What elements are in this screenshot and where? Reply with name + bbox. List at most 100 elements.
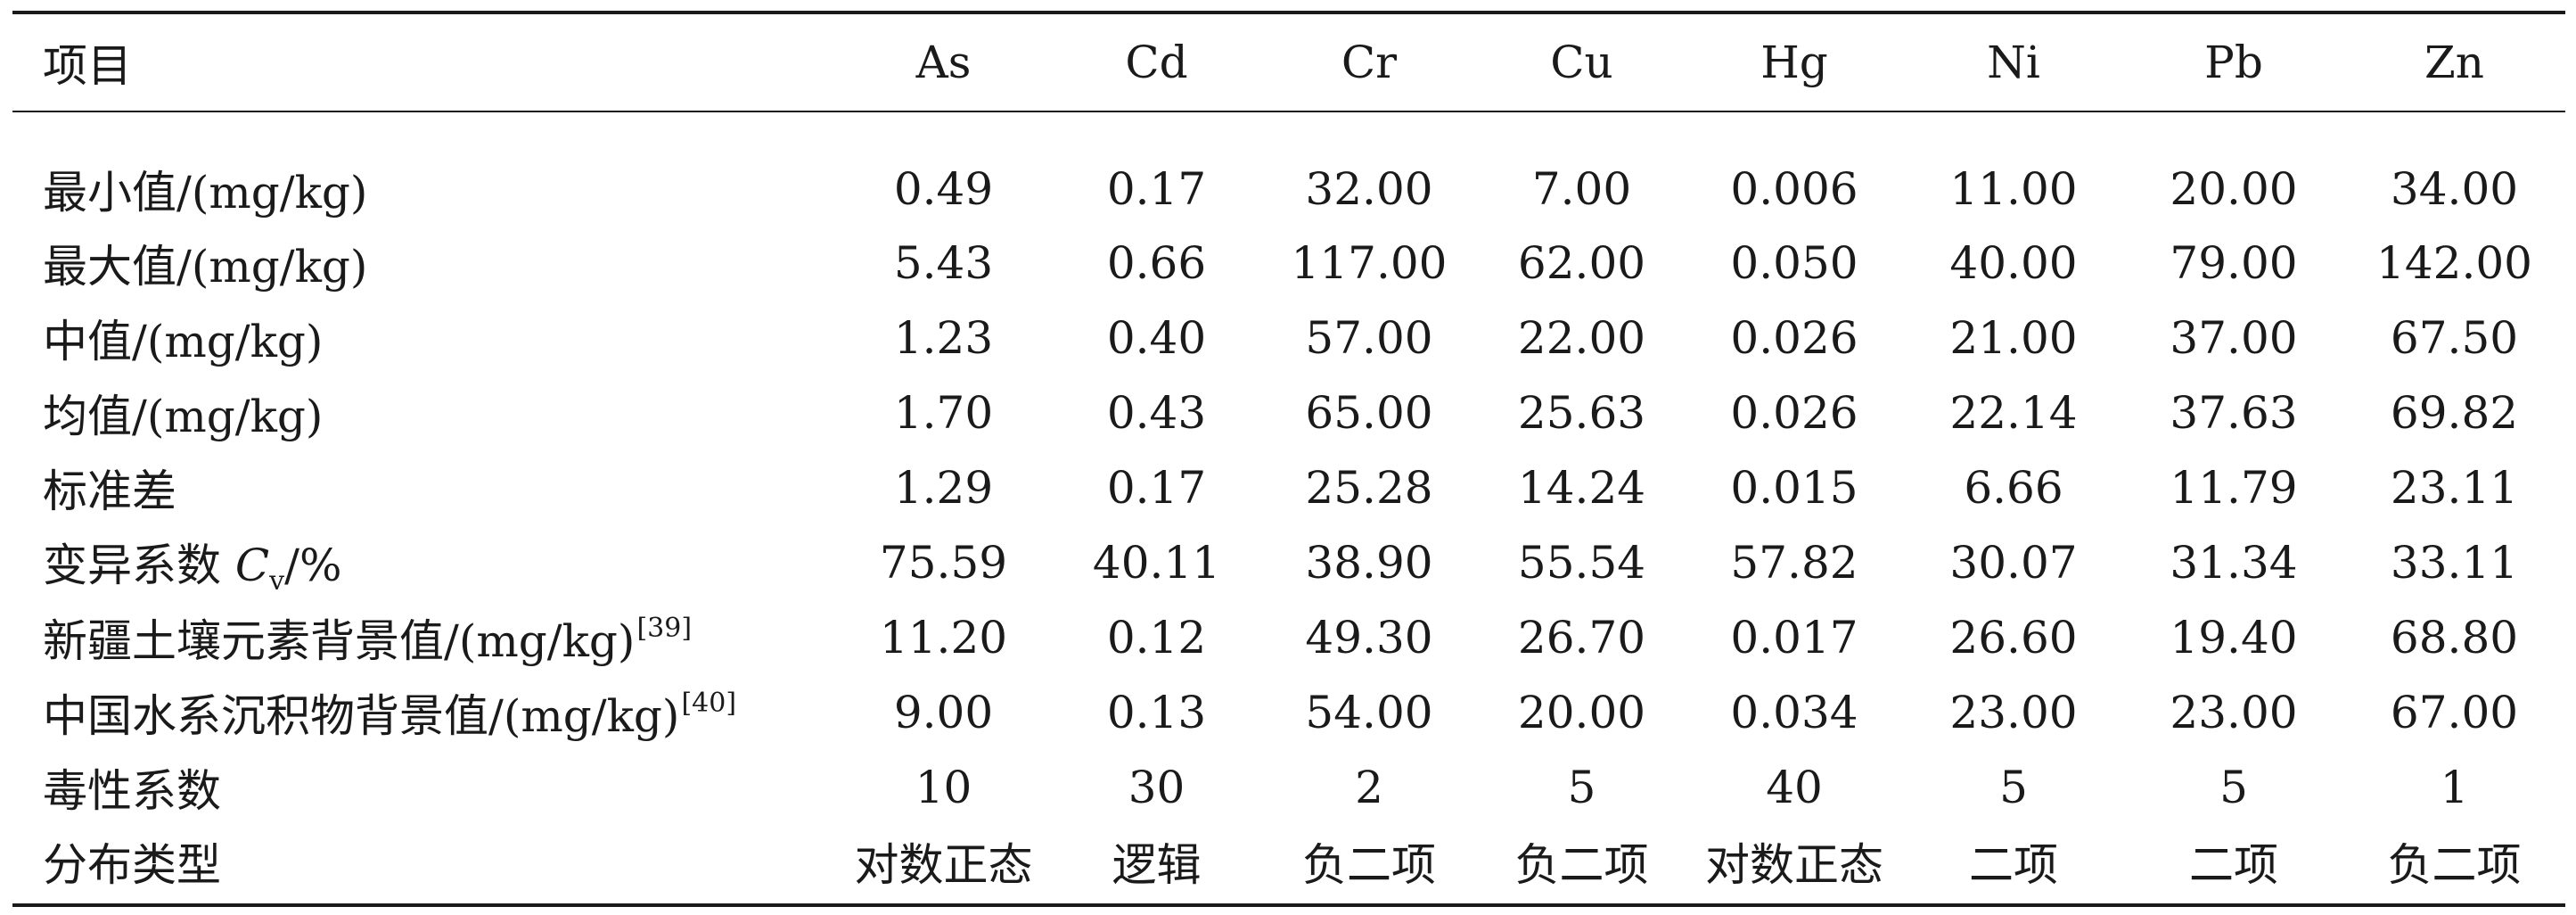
table-cell: 5.43 <box>893 237 994 289</box>
row-label-text: 中国水系沉积物背景值/(mg/kg) <box>43 690 680 742</box>
statistics-table: 项目 As Cd Cr Cu Hg Ni Pb Zn 最小值/(mg/kg) 0.… <box>12 11 2565 907</box>
row-label: 变异系数 Cv/% <box>12 525 834 600</box>
table-row-mean: 均值/(mg/kg) 1.70 0.43 65.00 25.63 0.026 22.14 37… <box>12 375 2565 450</box>
header-cr: Cr <box>1260 12 1478 112</box>
table-cell: 26.60 <box>1949 612 2078 664</box>
table-row-median: 中值/(mg/kg) 1.23 0.40 57.00 22.00 0.026 21.00 37… <box>12 301 2565 375</box>
table-cell: 40.00 <box>1949 237 2078 289</box>
row-label: 中值/(mg/kg) <box>12 301 834 375</box>
table-cell: 5 <box>1999 762 2028 813</box>
table-cell: 23.00 <box>2170 687 2298 738</box>
table-row-xinjiang-background: 新疆土壤元素背景值/(mg/kg)[39] 11.20 0.12 49.30 26.70… <box>12 600 2565 675</box>
table-cell: 0.026 <box>1730 387 1858 439</box>
row-label: 最小值/(mg/kg) <box>12 111 834 226</box>
table-cell: 23.00 <box>1949 687 2078 738</box>
table-cell: 62.00 <box>1517 237 1646 289</box>
table-cell: 负二项 <box>2387 839 2522 891</box>
row-label: 新疆土壤元素背景值/(mg/kg)[39] <box>12 600 834 675</box>
table-cell: 142.00 <box>2376 237 2532 289</box>
row-label-text: 最小值/(mg/kg) <box>43 166 368 218</box>
table-cell: 67.50 <box>2390 312 2519 364</box>
row-label-text: 最大值/(mg/kg) <box>43 241 368 293</box>
table-cell: 14.24 <box>1517 462 1646 514</box>
row-label-text: 中值/(mg/kg) <box>43 316 324 367</box>
table-cell: 31.34 <box>2170 537 2298 589</box>
header-ni: Ni <box>1903 12 2124 112</box>
cv-symbol: C <box>234 539 270 591</box>
table-cell: 22.00 <box>1517 312 1646 364</box>
table-cell: 对数正态 <box>1705 839 1883 891</box>
header-cd: Cd <box>1053 12 1260 112</box>
table-cell: 0.17 <box>1106 462 1207 514</box>
table-cell: 32.00 <box>1305 162 1433 215</box>
table-cell: 9.00 <box>893 687 994 738</box>
citation-ref: [40] <box>681 688 737 719</box>
table-cell: 负二项 <box>1302 839 1436 891</box>
header-item: 项目 <box>12 12 834 112</box>
row-label-text: 标准差 <box>43 466 176 517</box>
header-cu: Cu <box>1478 12 1686 112</box>
table-cell: 0.43 <box>1106 387 1207 439</box>
header-hg: Hg <box>1686 12 1903 112</box>
table-cell: 0.026 <box>1730 312 1858 364</box>
header-zn: Zn <box>2343 12 2565 112</box>
table-row-china-sediment-background: 中国水系沉积物背景值/(mg/kg)[40] 9.00 0.13 54.00 20.00… <box>12 675 2565 750</box>
table-cell: 37.00 <box>2170 312 2298 364</box>
row-label-text: 变异系数 <box>43 539 235 591</box>
table-cell: 1.23 <box>893 312 994 364</box>
table-cell: 40 <box>1766 762 1823 813</box>
table-cell: 0.017 <box>1730 612 1858 664</box>
table-cell: 30 <box>1128 762 1185 813</box>
row-label: 均值/(mg/kg) <box>12 375 834 450</box>
header-pb: Pb <box>2124 12 2343 112</box>
table-cell: 30.07 <box>1949 537 2078 589</box>
row-label-text: 均值/(mg/kg) <box>43 391 324 442</box>
table-cell: 55.54 <box>1517 537 1646 589</box>
table-cell: 25.63 <box>1517 387 1646 439</box>
table-cell: 69.82 <box>2390 387 2519 439</box>
table-cell: 11.79 <box>2170 462 2298 514</box>
table-cell: 49.30 <box>1305 612 1433 664</box>
table-cell: 79.00 <box>2170 237 2298 289</box>
table-cell: 57.00 <box>1305 312 1433 364</box>
table-cell: 0.66 <box>1106 237 1207 289</box>
table-cell: 5 <box>1567 762 1596 813</box>
row-label-text: 新疆土壤元素背景值/(mg/kg) <box>43 615 636 667</box>
table-cell: 0.015 <box>1730 462 1858 514</box>
table-cell: 2 <box>1355 762 1383 813</box>
table-cell: 25.28 <box>1305 462 1433 514</box>
table-cell: 117.00 <box>1291 237 1448 289</box>
table-row-std-dev: 标准差 1.29 0.17 25.28 14.24 0.015 6.66 11.79 23.11 <box>12 450 2565 525</box>
table-cell: 34.00 <box>2390 162 2519 215</box>
table-cell: 26.70 <box>1517 612 1646 664</box>
row-label: 最大值/(mg/kg) <box>12 226 834 301</box>
table-cell: 10 <box>915 762 972 813</box>
table-cell: 75.59 <box>879 537 1008 589</box>
table-row-min: 最小值/(mg/kg) 0.49 0.17 32.00 7.00 0.006 11.00 20… <box>12 111 2565 226</box>
table-cell: 1.29 <box>893 462 994 514</box>
table-cell: 二项 <box>1969 839 2058 891</box>
table-body: 最小值/(mg/kg) 0.49 0.17 32.00 7.00 0.006 11.00 20… <box>12 111 2565 905</box>
row-label: 中国水系沉积物背景值/(mg/kg)[40] <box>12 675 834 750</box>
table-cell: 67.00 <box>2390 687 2519 738</box>
table-cell: 0.40 <box>1106 312 1207 364</box>
table-cell: 0.12 <box>1106 612 1207 664</box>
table-cell: 二项 <box>2189 839 2278 891</box>
row-label-text: 分布类型 <box>43 839 221 891</box>
cv-unit: /% <box>284 539 342 591</box>
table-cell: 0.13 <box>1106 687 1207 738</box>
table-cell: 37.63 <box>2170 387 2298 439</box>
table-cell: 20.00 <box>2170 162 2298 215</box>
table-cell: 21.00 <box>1949 312 2078 364</box>
table-cell: 0.49 <box>893 162 994 215</box>
table-cell: 0.006 <box>1730 162 1858 215</box>
citation-ref: [39] <box>636 613 693 644</box>
table-cell: 68.80 <box>2390 612 2519 664</box>
table-cell: 22.14 <box>1949 387 2078 439</box>
table-row-max: 最大值/(mg/kg) 5.43 0.66 117.00 62.00 0.050 40.00… <box>12 226 2565 301</box>
table-cell: 33.11 <box>2390 537 2519 589</box>
table-cell: 40.11 <box>1092 537 1221 589</box>
row-label: 分布类型 <box>12 825 834 905</box>
table-cell: 38.90 <box>1305 537 1433 589</box>
table-cell: 6.66 <box>1964 462 2063 514</box>
